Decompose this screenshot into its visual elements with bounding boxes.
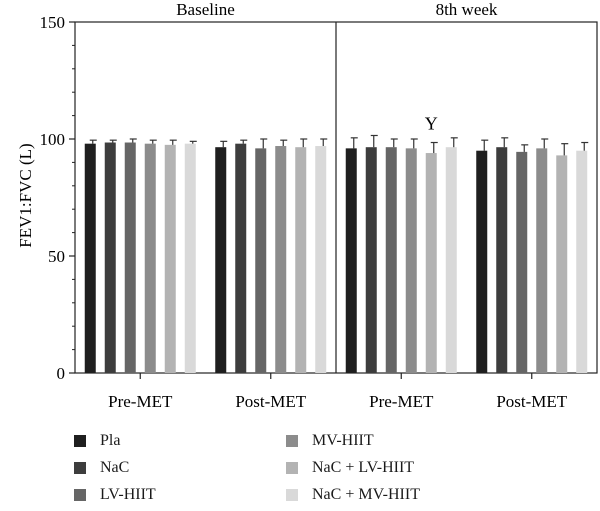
legend-item: NaC + LV-HIIT xyxy=(286,457,414,479)
bar xyxy=(184,143,196,373)
legend-swatch xyxy=(74,489,86,501)
y-tick-label: 150 xyxy=(40,13,66,32)
legend-swatch xyxy=(286,489,298,501)
bar xyxy=(144,143,156,373)
bar xyxy=(445,147,457,373)
y-axis-label: FEV1:FVC (L) xyxy=(16,143,35,247)
bar xyxy=(405,148,417,373)
bar xyxy=(104,142,116,373)
bar xyxy=(295,147,307,373)
legend-label: NaC + MV-HIIT xyxy=(312,486,420,503)
bar xyxy=(164,144,176,373)
legend-item: MV-HIIT xyxy=(286,430,374,452)
bar xyxy=(496,147,508,373)
panel-title: 8th week xyxy=(436,0,498,19)
significance-marker: Y xyxy=(425,114,438,134)
bar xyxy=(385,147,397,373)
panel-title: Baseline xyxy=(176,0,235,19)
bar xyxy=(365,147,377,373)
bar xyxy=(516,151,528,373)
chart: 0 50 100 150 FEV1:FVC (L) Baseline Pre-MET Post… xyxy=(16,0,598,411)
bar xyxy=(275,146,287,373)
legend: Pla NaC LV-HIIT MV-HIIT NaC + LV-HIIT NaC + M… xyxy=(74,430,534,510)
y-tick-label: 0 xyxy=(57,364,66,383)
x-tick-label: Pre-MET xyxy=(369,392,434,411)
legend-label: NaC + LV-HIIT xyxy=(312,459,415,476)
bar xyxy=(84,143,96,373)
bar xyxy=(315,146,327,373)
legend-label: Pla xyxy=(100,432,121,449)
bar xyxy=(215,147,227,373)
x-tick-label: Pre-MET xyxy=(108,392,173,411)
bar xyxy=(536,148,548,373)
legend-swatch xyxy=(74,435,86,447)
legend-swatch xyxy=(286,435,298,447)
bar xyxy=(576,150,588,373)
x-tick-label: Post-MET xyxy=(496,392,567,411)
bar xyxy=(476,150,488,373)
legend-label: LV-HIIT xyxy=(100,486,156,503)
x-tick-label: Post-MET xyxy=(235,392,306,411)
bar xyxy=(124,142,136,373)
legend-label: NaC xyxy=(100,459,130,476)
legend-label: MV-HIIT xyxy=(312,432,374,449)
legend-swatch xyxy=(74,462,86,474)
bar xyxy=(425,153,437,373)
bar xyxy=(235,143,247,373)
legend-item: Pla xyxy=(74,430,120,452)
bar xyxy=(255,148,267,373)
legend-item: LV-HIIT xyxy=(74,484,156,506)
y-tick-label: 50 xyxy=(48,247,65,266)
legend-swatch xyxy=(286,462,298,474)
bar xyxy=(345,148,357,373)
y-tick-label: 100 xyxy=(40,130,66,149)
legend-item: NaC xyxy=(74,457,129,479)
bar xyxy=(556,155,568,373)
legend-item: NaC + MV-HIIT xyxy=(286,484,420,506)
